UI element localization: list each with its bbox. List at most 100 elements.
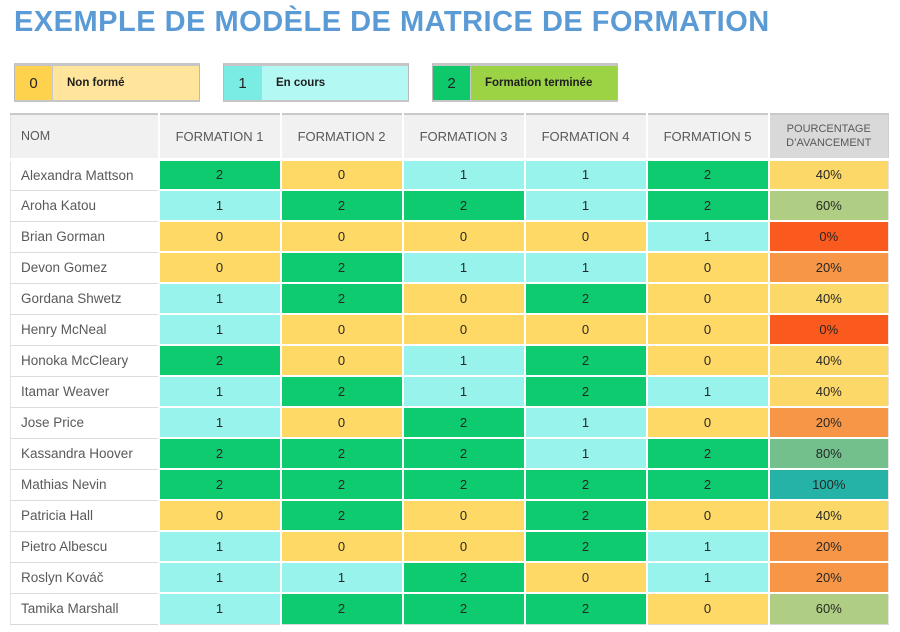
progress-cell[interactable]: 60% (767, 592, 889, 625)
training-status-cell[interactable]: 1 (401, 344, 526, 377)
employee-name-cell[interactable]: Brian Gorman (10, 221, 160, 253)
training-status-cell[interactable]: 0 (279, 406, 404, 439)
training-status-cell[interactable]: 2 (279, 282, 404, 315)
employee-name-cell[interactable]: Jose Price (10, 407, 160, 439)
training-status-cell[interactable]: 1 (401, 158, 526, 191)
employee-name-cell[interactable]: Tamika Marshall (10, 593, 160, 625)
training-status-cell[interactable]: 0 (401, 499, 526, 532)
training-status-cell[interactable]: 0 (279, 313, 404, 346)
training-status-cell[interactable]: 0 (157, 220, 282, 253)
training-status-cell[interactable]: 2 (645, 437, 770, 470)
progress-cell[interactable]: 80% (767, 437, 889, 470)
training-status-cell[interactable]: 1 (523, 189, 648, 222)
employee-name-cell[interactable]: Gordana Shwetz (10, 283, 160, 315)
training-status-cell[interactable]: 2 (401, 561, 526, 594)
employee-name-cell[interactable]: Mathias Nevin (10, 469, 160, 501)
training-status-cell[interactable]: 1 (645, 530, 770, 563)
training-status-cell[interactable]: 1 (157, 313, 282, 346)
training-status-cell[interactable]: 2 (279, 189, 404, 222)
training-status-cell[interactable]: 0 (401, 220, 526, 253)
training-status-cell[interactable]: 0 (279, 344, 404, 377)
training-status-cell[interactable]: 2 (401, 592, 526, 625)
training-status-cell[interactable]: 2 (157, 437, 282, 470)
training-status-cell[interactable]: 0 (645, 282, 770, 315)
training-status-cell[interactable]: 0 (157, 499, 282, 532)
training-status-cell[interactable]: 1 (645, 561, 770, 594)
training-status-cell[interactable]: 0 (645, 499, 770, 532)
employee-name-cell[interactable]: Alexandra Mattson (10, 159, 160, 191)
progress-cell[interactable]: 40% (767, 499, 889, 532)
employee-name-cell[interactable]: Roslyn Kováč (10, 562, 160, 594)
training-status-cell[interactable]: 0 (523, 220, 648, 253)
training-status-cell[interactable]: 1 (279, 561, 404, 594)
training-status-cell[interactable]: 0 (279, 158, 404, 191)
training-status-cell[interactable]: 2 (279, 499, 404, 532)
training-status-cell[interactable]: 1 (157, 406, 282, 439)
training-status-cell[interactable]: 2 (645, 189, 770, 222)
training-status-cell[interactable]: 0 (279, 220, 404, 253)
training-status-cell[interactable]: 2 (645, 468, 770, 501)
training-status-cell[interactable]: 1 (157, 375, 282, 408)
progress-cell[interactable]: 40% (767, 344, 889, 377)
training-status-cell[interactable]: 2 (523, 344, 648, 377)
training-status-cell[interactable]: 1 (523, 437, 648, 470)
training-status-cell[interactable]: 2 (523, 592, 648, 625)
progress-cell[interactable]: 0% (767, 220, 889, 253)
employee-name-cell[interactable]: Henry McNeal (10, 314, 160, 346)
training-status-cell[interactable]: 1 (523, 406, 648, 439)
training-status-cell[interactable]: 2 (401, 437, 526, 470)
training-status-cell[interactable]: 2 (157, 344, 282, 377)
training-status-cell[interactable]: 0 (401, 313, 526, 346)
employee-name-cell[interactable]: Patricia Hall (10, 500, 160, 532)
progress-cell[interactable]: 20% (767, 561, 889, 594)
training-status-cell[interactable]: 2 (401, 468, 526, 501)
employee-name-cell[interactable]: Devon Gomez (10, 252, 160, 284)
progress-cell[interactable]: 20% (767, 530, 889, 563)
training-status-cell[interactable]: 1 (157, 282, 282, 315)
training-status-cell[interactable]: 1 (645, 375, 770, 408)
training-status-cell[interactable]: 2 (157, 158, 282, 191)
training-status-cell[interactable]: 1 (157, 530, 282, 563)
progress-cell[interactable]: 60% (767, 189, 889, 222)
progress-cell[interactable]: 0% (767, 313, 889, 346)
training-status-cell[interactable]: 2 (279, 468, 404, 501)
training-status-cell[interactable]: 0 (645, 313, 770, 346)
training-status-cell[interactable]: 1 (401, 251, 526, 284)
training-status-cell[interactable]: 0 (645, 592, 770, 625)
training-status-cell[interactable]: 1 (523, 158, 648, 191)
training-status-cell[interactable]: 2 (523, 499, 648, 532)
training-status-cell[interactable]: 0 (401, 282, 526, 315)
training-status-cell[interactable]: 1 (157, 561, 282, 594)
progress-cell[interactable]: 100% (767, 468, 889, 501)
progress-cell[interactable]: 20% (767, 251, 889, 284)
training-status-cell[interactable]: 2 (279, 592, 404, 625)
training-status-cell[interactable]: 2 (523, 282, 648, 315)
training-status-cell[interactable]: 2 (157, 468, 282, 501)
training-status-cell[interactable]: 2 (401, 189, 526, 222)
training-status-cell[interactable]: 0 (645, 344, 770, 377)
training-status-cell[interactable]: 1 (523, 251, 648, 284)
employee-name-cell[interactable]: Kassandra Hoover (10, 438, 160, 470)
progress-cell[interactable]: 40% (767, 282, 889, 315)
progress-cell[interactable]: 40% (767, 158, 889, 191)
training-status-cell[interactable]: 0 (279, 530, 404, 563)
training-status-cell[interactable]: 0 (523, 313, 648, 346)
training-status-cell[interactable]: 2 (279, 437, 404, 470)
employee-name-cell[interactable]: Aroha Katou (10, 190, 160, 222)
training-status-cell[interactable]: 2 (645, 158, 770, 191)
training-status-cell[interactable]: 0 (401, 530, 526, 563)
training-status-cell[interactable]: 0 (645, 251, 770, 284)
training-status-cell[interactable]: 1 (157, 189, 282, 222)
training-status-cell[interactable]: 2 (523, 375, 648, 408)
training-status-cell[interactable]: 1 (401, 375, 526, 408)
training-status-cell[interactable]: 2 (523, 530, 648, 563)
training-status-cell[interactable]: 2 (279, 251, 404, 284)
employee-name-cell[interactable]: Honoka McCleary (10, 345, 160, 377)
training-status-cell[interactable]: 1 (157, 592, 282, 625)
employee-name-cell[interactable]: Itamar Weaver (10, 376, 160, 408)
training-status-cell[interactable]: 1 (645, 220, 770, 253)
progress-cell[interactable]: 40% (767, 375, 889, 408)
progress-cell[interactable]: 20% (767, 406, 889, 439)
training-status-cell[interactable]: 0 (157, 251, 282, 284)
employee-name-cell[interactable]: Pietro Albescu (10, 531, 160, 563)
